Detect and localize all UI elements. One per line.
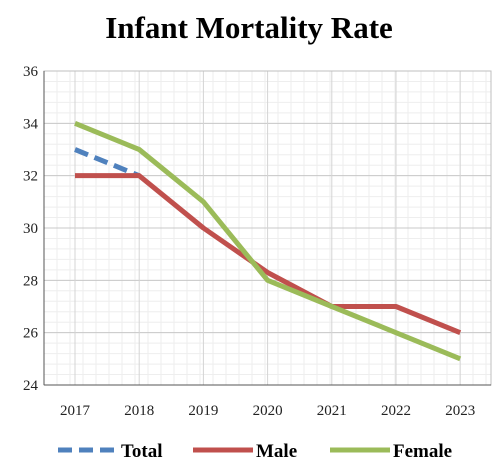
x-tick-label: 2021 <box>317 403 347 419</box>
legend: Total Male Female <box>58 441 452 462</box>
y-tick-label: 32 <box>23 169 38 185</box>
legend-label-female: Female <box>393 441 452 462</box>
y-tick-label: 30 <box>23 221 38 237</box>
x-tick-label: 2017 <box>60 403 91 419</box>
chart-title: Infant Mortality Rate <box>105 10 393 45</box>
y-tick-label: 24 <box>23 378 39 394</box>
y-tick-label: 28 <box>23 273 38 289</box>
x-tick-label: 2018 <box>124 403 154 419</box>
y-tick-label: 26 <box>23 326 39 342</box>
legend-label-total: Total <box>121 441 163 462</box>
series-line-total <box>74 147 141 178</box>
axes <box>43 71 491 386</box>
legend-label-male: Male <box>256 441 297 462</box>
y-tick-labels: 24 26 28 30 32 34 36 <box>23 64 39 394</box>
x-tick-label: 2020 <box>253 403 283 419</box>
x-tick-label: 2019 <box>188 403 218 419</box>
series-lines <box>74 121 462 362</box>
y-tick-label: 34 <box>23 116 39 132</box>
grid <box>43 70 492 386</box>
x-tick-label: 2022 <box>381 403 411 419</box>
x-tick-label: 2023 <box>445 403 475 419</box>
x-tick-labels: 2017 2018 2019 2020 2021 2022 2023 <box>60 403 475 419</box>
y-tick-label: 36 <box>23 64 39 80</box>
